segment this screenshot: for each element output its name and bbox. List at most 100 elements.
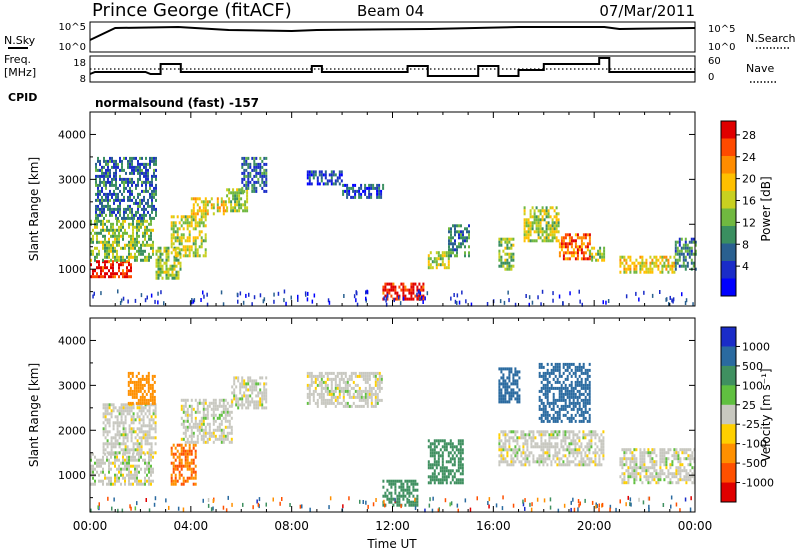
vel-cell [434,481,436,484]
vel-cell [631,454,633,457]
power-cell [232,197,234,200]
vel-cell [337,399,339,402]
power-cell [119,157,121,160]
vel-cell [103,442,105,445]
power-cell [242,203,244,206]
vel-cell [554,445,556,448]
vel-cell [197,441,199,444]
vel-cell [235,397,237,400]
power-cell [649,262,651,265]
power-cell [171,251,173,254]
vel-cell [548,448,550,451]
power-cell [341,179,343,182]
vel-cell [554,442,556,445]
vel-cell [245,397,247,400]
vel-cell [580,442,582,445]
power-cell [187,224,189,227]
power-cell [428,263,430,266]
vel-cell [369,384,371,387]
vel-cell [114,462,116,465]
power-cell [130,247,132,250]
vel-cell [263,385,265,388]
power-cell [333,173,335,176]
power-speckle-cell [163,301,165,305]
power-cell [125,172,127,175]
power-cell [142,253,144,256]
power-cell [123,169,125,172]
vel-cell [506,451,508,454]
power-cell [603,247,605,250]
vel-cell [189,453,191,456]
power-cell [430,257,432,260]
power-cell [506,244,508,247]
power-cell [679,244,681,247]
power-cell [506,238,508,241]
vel-cell [138,465,140,468]
power-cell [173,248,175,251]
vel-cell [506,439,508,442]
vel-cell [325,381,327,384]
power-cell [151,205,153,208]
power-speckle-cell [459,301,461,305]
power-cell [143,214,145,217]
vel-cell [98,459,100,462]
vel-cell [545,372,547,375]
vel-cell [623,454,625,457]
power-cell [185,254,187,257]
vel-cell [402,498,404,501]
power-cell [97,196,99,199]
power-cell [152,244,154,247]
power-cell [392,283,394,286]
vel-cell [442,475,444,478]
vel-cell [677,481,679,484]
power-cell [136,226,138,229]
vel-cell [565,399,567,402]
power-speckle-cell [422,300,424,304]
vel-cell [432,448,434,451]
vel-cell [440,448,442,451]
power-cell [139,175,141,178]
vel-cell [207,405,209,408]
vel-cell [561,384,563,387]
power-cell [170,268,172,271]
power-speckle-cell [465,299,467,303]
vel-cell [152,378,154,381]
power-cell [432,266,434,269]
power-cell [203,239,205,242]
power-cell [195,215,197,218]
vel-cell [432,442,434,445]
vel-cell [215,402,217,405]
vel-cell [522,451,524,454]
vel-cell [548,436,550,439]
vel-cell [137,412,139,415]
vel-cell [500,370,502,373]
power-cell [245,175,247,178]
vel-cell [217,408,219,411]
vel-cell [512,439,514,442]
power-cell [175,224,177,227]
power-cell [687,265,689,268]
vel-cell [225,438,227,441]
vel-cell [367,378,369,381]
vel-cell [498,436,500,439]
power-cell [187,248,189,251]
vel-cell [577,408,579,411]
power-cell [117,211,119,214]
vel-cell [551,408,553,411]
vel-cell [116,474,118,477]
vel-cell [146,381,148,384]
power-cell [581,242,583,245]
vel-cell [645,478,647,481]
vel-cell [559,381,561,384]
vel-cell [140,396,142,399]
vel-cell [553,408,555,411]
vel-cell [351,372,353,375]
vel-cell [655,481,657,484]
vel-cell [516,442,518,445]
power-cell [115,214,117,217]
power-cell [460,242,462,245]
vel-cell [456,445,458,448]
power-cell [177,233,179,236]
power-cell [100,241,102,244]
vel-cell [661,448,663,451]
